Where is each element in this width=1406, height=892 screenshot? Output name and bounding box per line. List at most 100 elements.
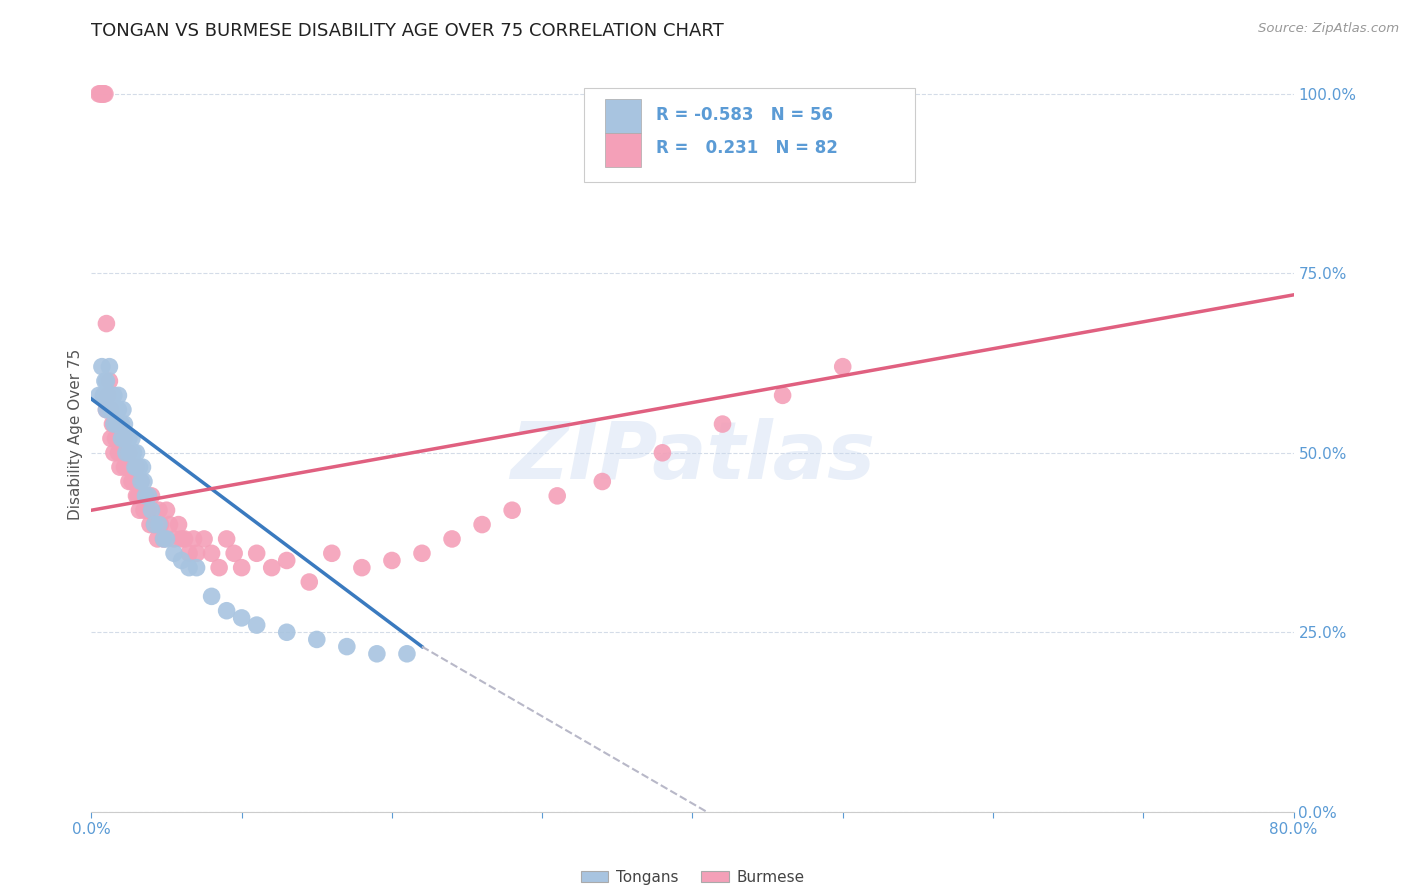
Point bbox=[96, 317, 118, 331]
Point bbox=[129, 475, 152, 489]
Point bbox=[107, 432, 129, 446]
Point bbox=[128, 460, 150, 475]
Point bbox=[246, 618, 269, 632]
Point bbox=[381, 553, 404, 567]
Point bbox=[90, 87, 112, 101]
Text: ZIPatlas: ZIPatlas bbox=[510, 418, 875, 497]
Point bbox=[152, 532, 174, 546]
Point bbox=[231, 611, 253, 625]
Point bbox=[711, 417, 734, 431]
Point bbox=[118, 446, 141, 460]
Point bbox=[177, 560, 200, 574]
Point bbox=[103, 417, 125, 431]
Text: TONGAN VS BURMESE DISABILITY AGE OVER 75 CORRELATION CHART: TONGAN VS BURMESE DISABILITY AGE OVER 75… bbox=[91, 22, 724, 40]
Point bbox=[107, 402, 129, 417]
Point bbox=[110, 446, 132, 460]
Point bbox=[103, 446, 125, 460]
Point bbox=[111, 446, 134, 460]
Point bbox=[138, 489, 160, 503]
Point bbox=[118, 446, 141, 460]
Point bbox=[411, 546, 433, 560]
Point bbox=[107, 446, 129, 460]
Point bbox=[148, 503, 170, 517]
Point bbox=[138, 503, 160, 517]
Point bbox=[215, 604, 238, 618]
Point bbox=[546, 489, 568, 503]
Point bbox=[100, 402, 122, 417]
Point bbox=[120, 460, 142, 475]
Point bbox=[336, 640, 359, 654]
Point bbox=[90, 87, 112, 101]
Point bbox=[117, 432, 139, 446]
Point bbox=[276, 625, 298, 640]
Point bbox=[93, 87, 115, 101]
Y-axis label: Disability Age Over 75: Disability Age Over 75 bbox=[67, 350, 83, 520]
Point bbox=[159, 517, 181, 532]
Point bbox=[125, 460, 148, 475]
Point bbox=[110, 432, 132, 446]
Point bbox=[170, 553, 193, 567]
Point bbox=[129, 475, 152, 489]
Point bbox=[276, 553, 298, 567]
Point bbox=[186, 546, 208, 560]
Point bbox=[111, 402, 134, 417]
Point bbox=[440, 532, 463, 546]
Point bbox=[108, 460, 131, 475]
Point bbox=[146, 532, 169, 546]
Point bbox=[124, 475, 146, 489]
Text: Source: ZipAtlas.com: Source: ZipAtlas.com bbox=[1258, 22, 1399, 36]
Point bbox=[98, 374, 121, 388]
Point bbox=[108, 417, 131, 431]
Point bbox=[298, 574, 321, 589]
Point bbox=[104, 402, 127, 417]
Point bbox=[100, 402, 122, 417]
Point bbox=[96, 402, 118, 417]
FancyBboxPatch shape bbox=[605, 134, 641, 168]
Point bbox=[131, 489, 153, 503]
Point bbox=[125, 460, 148, 475]
Point bbox=[97, 388, 120, 402]
Point bbox=[105, 417, 128, 431]
Point bbox=[132, 503, 155, 517]
Point bbox=[104, 432, 127, 446]
Point bbox=[121, 475, 143, 489]
Point bbox=[115, 446, 138, 460]
Point bbox=[260, 560, 283, 574]
Point bbox=[305, 632, 328, 647]
Point bbox=[224, 546, 246, 560]
Point bbox=[366, 647, 388, 661]
Point bbox=[110, 417, 132, 431]
Point bbox=[183, 532, 205, 546]
Point bbox=[110, 432, 132, 446]
Point bbox=[208, 560, 231, 574]
Point bbox=[350, 560, 373, 574]
Point bbox=[89, 87, 111, 101]
FancyBboxPatch shape bbox=[605, 99, 641, 134]
Point bbox=[246, 546, 269, 560]
Point bbox=[100, 432, 122, 446]
Point bbox=[97, 388, 120, 402]
Point bbox=[155, 532, 177, 546]
Point bbox=[118, 475, 141, 489]
Point bbox=[105, 417, 128, 431]
Point bbox=[471, 517, 494, 532]
Point bbox=[321, 546, 343, 560]
Point bbox=[143, 517, 166, 532]
Point bbox=[125, 446, 148, 460]
Point bbox=[141, 489, 163, 503]
Point bbox=[651, 446, 673, 460]
Point bbox=[94, 87, 117, 101]
Point bbox=[148, 517, 170, 532]
Point bbox=[139, 517, 162, 532]
Point bbox=[173, 532, 195, 546]
Point bbox=[93, 87, 115, 101]
Point bbox=[231, 560, 253, 574]
Point bbox=[114, 432, 136, 446]
Point bbox=[201, 590, 224, 604]
Point bbox=[134, 489, 156, 503]
Point bbox=[114, 417, 136, 431]
FancyBboxPatch shape bbox=[585, 88, 915, 182]
Point bbox=[125, 489, 148, 503]
Point bbox=[143, 517, 166, 532]
Point bbox=[101, 388, 124, 402]
